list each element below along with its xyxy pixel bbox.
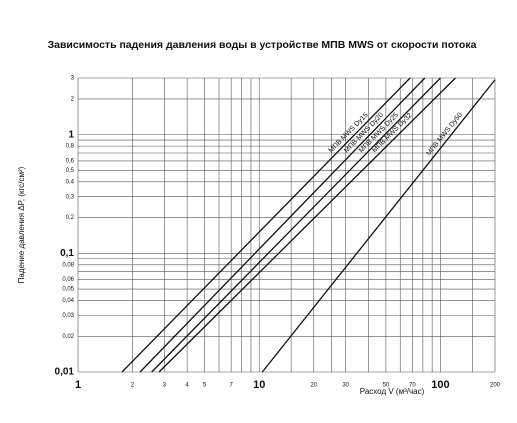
y-tick-label: 0,6: [66, 159, 75, 165]
series-line: [139, 77, 426, 373]
y-tick-label: 0,06: [62, 277, 74, 283]
x-tick-label: 30: [342, 383, 349, 389]
y-tick-label: 0,02: [62, 334, 74, 340]
y-tick-label: 2: [71, 96, 75, 102]
x-axis-label: Расход V (м³/час): [360, 387, 425, 396]
x-tick-label: 100: [431, 379, 449, 391]
y-tick-label: 1: [68, 129, 74, 140]
y-tick-label: 0,03: [62, 313, 74, 319]
y-tick-label: 0,08: [62, 262, 74, 268]
y-tick-label: 0,4: [66, 179, 75, 185]
y-tick-label: 0,5: [66, 168, 75, 174]
x-tick-label: 20: [310, 383, 317, 389]
y-tick-label: 0,3: [66, 194, 75, 200]
x-tick-label: 50: [383, 383, 390, 389]
series-line: [158, 77, 456, 373]
x-tick-label: 3: [163, 383, 167, 389]
y-tick-label: 0,2: [66, 215, 75, 221]
series-line: [151, 77, 441, 373]
x-tick-label: 5: [203, 383, 207, 389]
x-tick-label: 7: [229, 383, 233, 389]
y-tick-label: 0,1: [60, 248, 74, 259]
x-tick-label: 70: [409, 383, 416, 389]
y-tick-label: 0,01: [55, 367, 75, 378]
series-line: [121, 77, 411, 373]
x-tick-label: 1: [75, 379, 81, 391]
y-tick-label: 3: [71, 76, 75, 82]
y-tick-label: 0,05: [62, 287, 74, 293]
y-axis-label: Падение давления ΔP, (кгс/см²): [17, 166, 26, 283]
y-tick-label: 0,04: [62, 298, 74, 304]
x-tick-label: 200: [490, 383, 501, 389]
x-tick-label: 10: [253, 379, 265, 391]
chart-title: Зависимость падения давления воды в устр…: [48, 39, 477, 51]
x-tick-label: 4: [185, 383, 189, 389]
y-tick-label: 0,8: [66, 144, 75, 150]
series-line: [261, 79, 496, 373]
x-tick-label: 2: [131, 383, 135, 389]
